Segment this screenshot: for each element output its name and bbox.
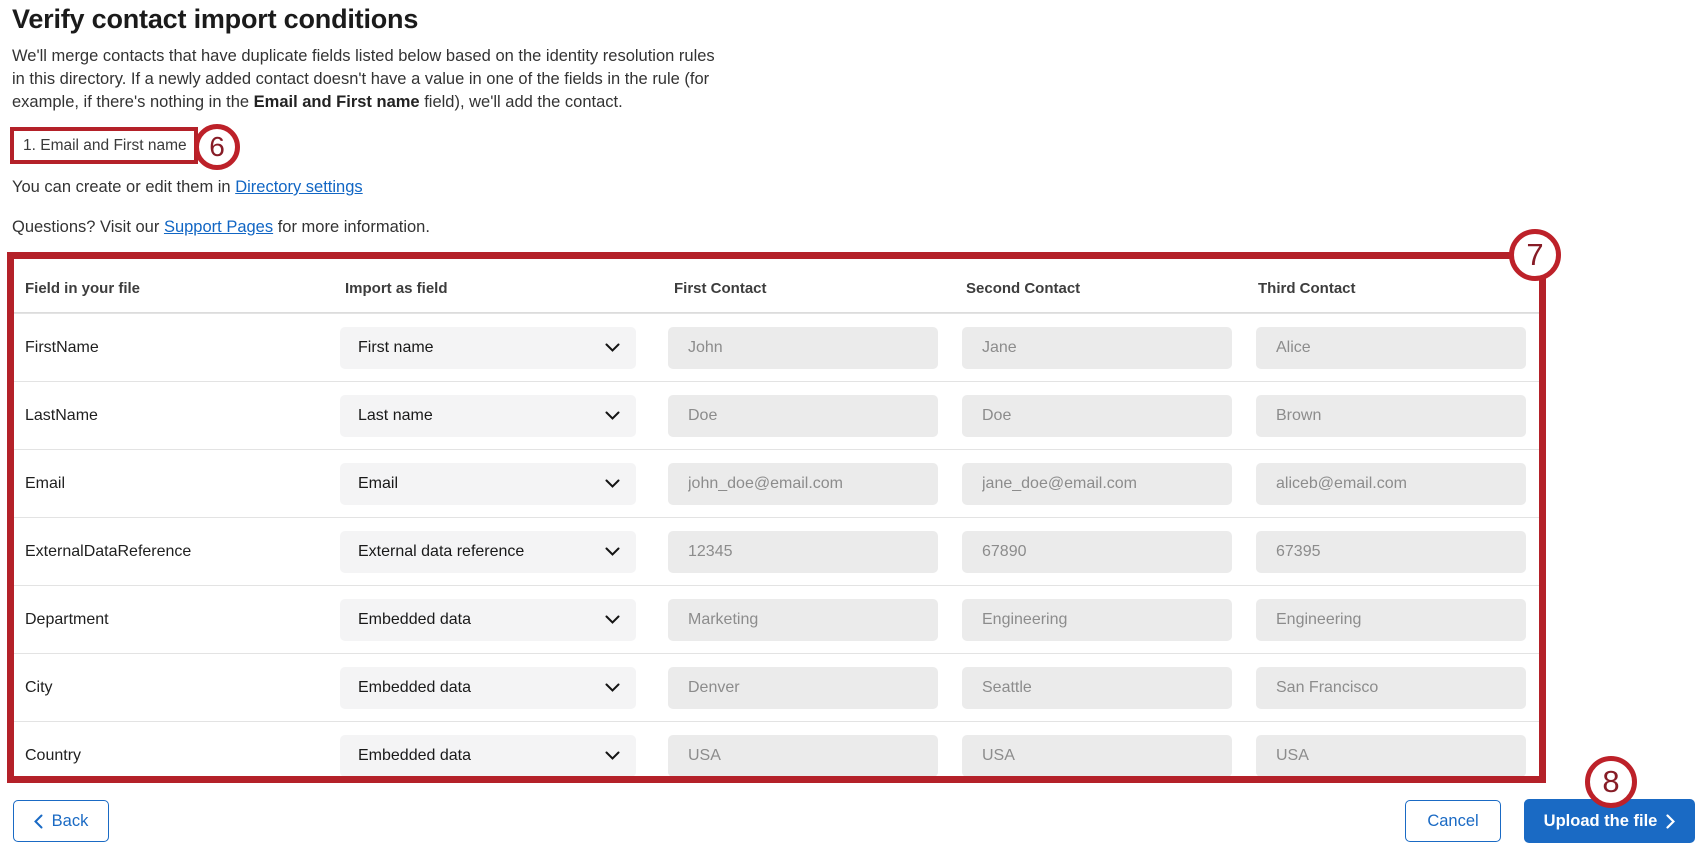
intro-line-1: We'll merge contacts that have duplicate…	[12, 47, 715, 65]
third-contact-preview-input[interactable]	[1256, 395, 1526, 437]
second-contact-preview-input[interactable]	[962, 735, 1232, 776]
second-contact-preview-input[interactable]	[962, 667, 1232, 709]
second-contact-preview-input[interactable]	[962, 395, 1232, 437]
file-field-label: Email	[25, 474, 66, 492]
settings-line: You can create or edit them in Directory…	[12, 178, 363, 196]
intro-paragraph: We'll merge contacts that have duplicate…	[12, 45, 715, 114]
table-row-email: Email Email	[14, 449, 1539, 517]
file-field-label: City	[25, 678, 53, 696]
col-header-import-as: Import as field	[345, 280, 448, 297]
import-as-select[interactable]: Embedded data	[340, 735, 636, 776]
table-row-department: Department Embedded data	[14, 585, 1539, 653]
first-contact-preview-input[interactable]	[668, 667, 938, 709]
file-field-label: FirstName	[25, 338, 99, 356]
chevron-down-icon	[605, 411, 620, 420]
table-header-row: Field in your file Import as field First…	[14, 259, 1539, 313]
chevron-left-icon	[33, 814, 43, 828]
import-preview-table: Field in your file Import as field First…	[7, 252, 1546, 783]
intro-line-3: example, if there's nothing in the Email…	[12, 93, 623, 111]
col-header-second-contact: Second Contact	[966, 280, 1081, 297]
third-contact-preview-input[interactable]	[1256, 735, 1526, 776]
table-row-city: City Embedded data	[14, 653, 1539, 721]
import-as-select[interactable]: Embedded data	[340, 667, 636, 709]
support-pages-link[interactable]: Support Pages	[163, 218, 274, 236]
col-header-first-contact: First Contact	[674, 280, 767, 297]
cancel-button[interactable]: Cancel	[1405, 800, 1501, 842]
annotation-circle-6: 6	[194, 124, 240, 170]
rule-label: 1. Email and First name	[23, 136, 187, 154]
second-contact-preview-input[interactable]	[962, 531, 1232, 573]
second-contact-preview-input[interactable]	[962, 599, 1232, 641]
third-contact-preview-input[interactable]	[1256, 667, 1526, 709]
first-contact-preview-input[interactable]	[668, 327, 938, 369]
annotation-circle-7: 7	[1509, 229, 1561, 281]
chevron-down-icon	[605, 479, 620, 488]
chevron-down-icon	[605, 751, 620, 760]
chevron-down-icon	[605, 615, 620, 624]
file-field-label: ExternalDataReference	[25, 542, 192, 560]
third-contact-preview-input[interactable]	[1256, 599, 1526, 641]
col-header-field-in-file: Field in your file	[25, 280, 141, 297]
first-contact-preview-input[interactable]	[668, 599, 938, 641]
first-contact-preview-input[interactable]	[668, 463, 938, 505]
file-field-label: LastName	[25, 406, 98, 424]
intro-line-2: in this directory. If a newly added cont…	[12, 70, 710, 88]
import-as-select[interactable]: Last name	[340, 395, 636, 437]
directory-settings-link[interactable]: Directory settings	[235, 178, 363, 196]
chevron-down-icon	[605, 683, 620, 692]
third-contact-preview-input[interactable]	[1256, 327, 1526, 369]
first-contact-preview-input[interactable]	[668, 735, 938, 776]
page-title: Verify contact import conditions	[12, 4, 419, 34]
chevron-down-icon	[605, 343, 620, 352]
second-contact-preview-input[interactable]	[962, 327, 1232, 369]
import-as-select[interactable]: External data reference	[340, 531, 636, 573]
support-line: Questions? Visit our Support Pages for m…	[12, 218, 430, 236]
third-contact-preview-input[interactable]	[1256, 463, 1526, 505]
table-row-externaldatareference: ExternalDataReference External data refe…	[14, 517, 1539, 585]
import-as-select[interactable]: Email	[340, 463, 636, 505]
import-as-select[interactable]: Embedded data	[340, 599, 636, 641]
file-field-label: Country	[25, 746, 82, 764]
col-header-third-contact: Third Contact	[1258, 280, 1356, 297]
rule-name-bold: Email and First name	[253, 93, 420, 111]
identity-resolution-rule: 1. Email and First name	[10, 127, 198, 164]
table-row-lastname: LastName Last name	[14, 381, 1539, 449]
third-contact-preview-input[interactable]	[1256, 531, 1526, 573]
chevron-right-icon	[1666, 813, 1676, 829]
chevron-down-icon	[605, 547, 620, 556]
back-button[interactable]: Back	[13, 800, 109, 842]
first-contact-preview-input[interactable]	[668, 395, 938, 437]
annotation-circle-8: 8	[1585, 756, 1637, 808]
second-contact-preview-input[interactable]	[962, 463, 1232, 505]
first-contact-preview-input[interactable]	[668, 531, 938, 573]
table-row-firstname: FirstName First name	[14, 313, 1539, 381]
table-row-country: Country Embedded data	[14, 721, 1539, 776]
file-field-label: Department	[25, 610, 109, 628]
import-as-select[interactable]: First name	[340, 327, 636, 369]
